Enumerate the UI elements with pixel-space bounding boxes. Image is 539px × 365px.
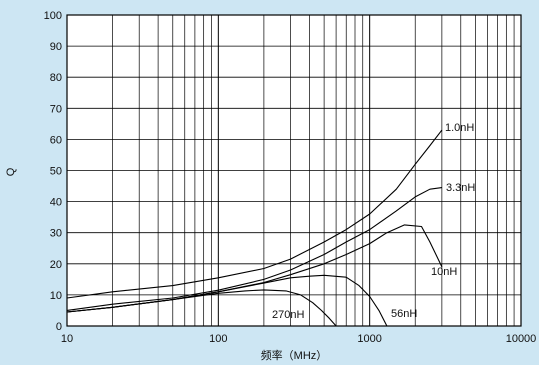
- y-tick-label: 80: [50, 72, 62, 84]
- y-tick-labels: 0 10 20 30 40 50 60 70 80 90 100: [44, 10, 62, 333]
- series-label-56nh: 56nH: [391, 308, 417, 320]
- y-tick-label: 10: [50, 290, 62, 302]
- y-tick-label: 70: [50, 103, 62, 115]
- y-tick-label: 20: [50, 259, 62, 271]
- x-tick-label: 10000: [506, 333, 537, 345]
- series-label-270nh: 270nH: [272, 309, 304, 321]
- y-axis-label: Q: [5, 167, 17, 176]
- y-tick-label: 0: [56, 321, 62, 333]
- x-tick-labels: 10 100 1000 10000: [61, 333, 536, 345]
- y-tick-label: 100: [44, 10, 62, 22]
- y-tick-label: 60: [50, 134, 62, 146]
- series-label-1-0nh: 1.0nH: [445, 122, 474, 134]
- x-axis-label: 频率（MHz）: [261, 348, 328, 362]
- curves: [66, 129, 443, 327]
- x-tick-label: 10: [61, 333, 73, 345]
- y-tick-label: 50: [50, 166, 62, 178]
- y-tick-label: 40: [50, 197, 62, 209]
- x-tick-label: 1000: [357, 333, 381, 345]
- series-label-10nh: 10nH: [431, 266, 457, 278]
- series-line-270nh: [66, 289, 337, 327]
- series-line-3-3nh: [66, 187, 442, 311]
- series-line-1-0nh: [66, 129, 443, 299]
- y-tick-label: 30: [50, 228, 62, 240]
- series-label-3-3nh: 3.3nH: [446, 182, 475, 194]
- y-tick-label: 90: [50, 41, 62, 53]
- x-tick-label: 100: [209, 333, 227, 345]
- plot-frame: [66, 14, 522, 327]
